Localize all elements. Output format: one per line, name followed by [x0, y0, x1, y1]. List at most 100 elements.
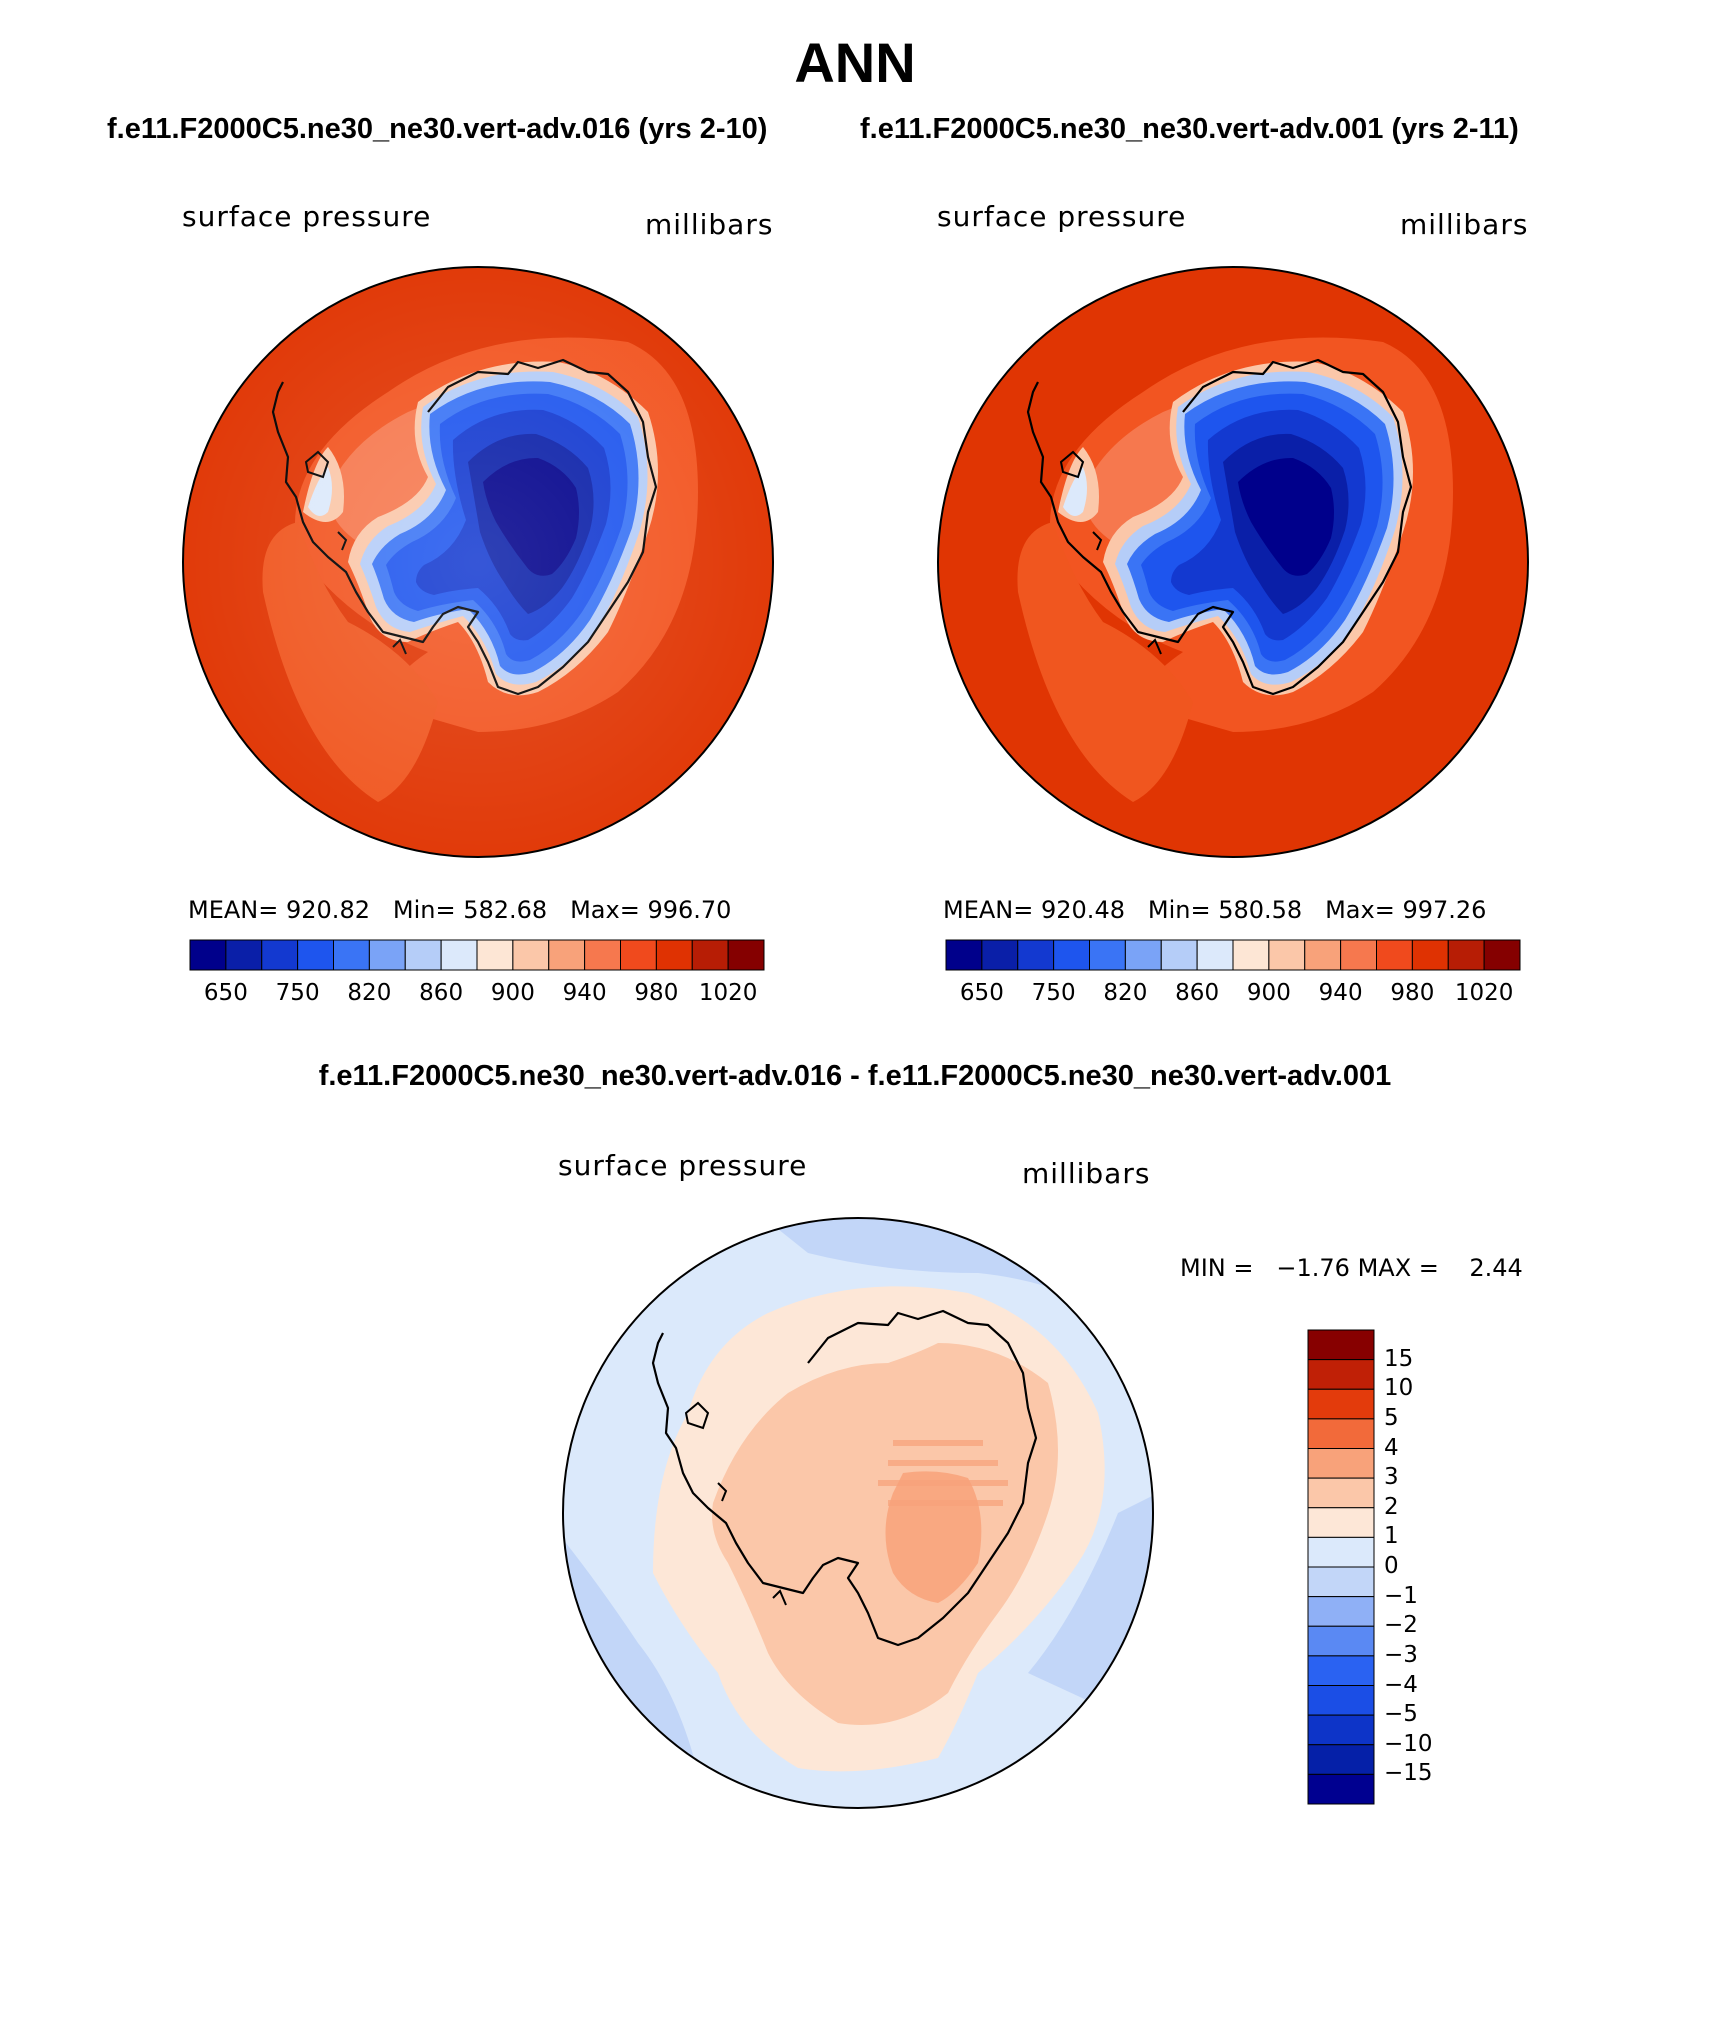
colorbar-tick-label: 15 [1384, 1345, 1414, 1372]
colorbar-swatch [1307, 1655, 1375, 1686]
top-right-max: 997.26 [1402, 896, 1487, 924]
colorbar-swatch [404, 939, 442, 971]
top-right-stats: MEAN= 920.48 Min= 580.58 Max= 997.26 [943, 896, 1487, 924]
colorbar-tick-label: 820 [347, 980, 392, 1006]
colorbar-swatch [1307, 1596, 1375, 1627]
colorbar-tick-label: 0 [1384, 1553, 1399, 1579]
top-left-stats: MEAN= 920.82 Min= 582.68 Max= 996.70 [188, 896, 732, 924]
colorbar-swatch [548, 939, 586, 971]
top-left-case-title: f.e11.F2000C5.ne30_ne30.vert-adv.016 (yr… [107, 113, 768, 145]
colorbar-swatch [1124, 939, 1162, 971]
diff-title: f.e11.F2000C5.ne30_ne30.vert-adv.016 - f… [318, 1060, 1392, 1092]
colorbar-tick-label: 2 [1384, 1493, 1399, 1520]
colorbar-tick-label: −2 [1384, 1612, 1418, 1639]
colorbar-swatch [225, 939, 263, 971]
colorbar-swatch [655, 939, 693, 971]
colorbar-swatch [189, 939, 227, 971]
colorbar-swatch [1340, 939, 1377, 971]
colorbar-swatch [1307, 1536, 1375, 1568]
colorbar-swatch [1053, 939, 1090, 971]
colorbar-tick-label: 750 [1031, 980, 1076, 1006]
colorbar-swatch [512, 939, 550, 971]
colorbar-swatch [1307, 1359, 1375, 1390]
diff-variable-label: surface pressure [558, 1149, 808, 1182]
colorbar-tick-label: 750 [275, 980, 320, 1006]
colorbar-swatch [440, 939, 478, 971]
colorbar-tick-label: 900 [490, 980, 535, 1006]
colorbar-swatch [476, 939, 514, 971]
colorbar-tick-label: 860 [1175, 980, 1220, 1006]
colorbar-swatch [1307, 1448, 1375, 1479]
colorbar-tick-label: 980 [634, 980, 679, 1006]
colorbar-swatch [1017, 939, 1055, 971]
colorbar-swatch [620, 939, 657, 971]
colorbar-tick-label: −10 [1384, 1730, 1433, 1757]
top-left-map [182, 266, 774, 858]
colorbar-swatch [1307, 1329, 1375, 1361]
colorbar-tick-label: 1020 [698, 980, 758, 1006]
colorbar-tick-label: 940 [562, 980, 607, 1006]
top-left-min: 582.68 [463, 896, 548, 924]
colorbar-swatch [1160, 939, 1198, 971]
colorbar-tick-label: 4 [1384, 1434, 1399, 1461]
colorbar-tick-label: −3 [1384, 1641, 1418, 1668]
colorbar-swatch [1307, 1685, 1375, 1716]
top-left-variable-label: surface pressure [182, 200, 432, 233]
colorbar-swatch [1447, 939, 1485, 971]
colorbar-swatch [1307, 1625, 1375, 1657]
colorbar-swatch [584, 939, 621, 971]
diff-min: −1.76 [1276, 1254, 1350, 1282]
colorbar-tick-label: 980 [1390, 980, 1435, 1006]
colorbar-swatch [368, 939, 406, 971]
top-right-units-label: millibars [1400, 208, 1529, 241]
top-right-min: 580.58 [1218, 896, 1303, 924]
colorbar-tick-label: 650 [203, 980, 248, 1006]
colorbar-swatch [1307, 1507, 1375, 1538]
top-right-mean: 920.48 [1041, 896, 1125, 924]
top-right-variable-label: surface pressure [937, 200, 1187, 233]
colorbar-tick-label: 650 [959, 980, 1004, 1006]
figure-title: ANN [794, 31, 916, 94]
colorbar-tick-label: 5 [1384, 1404, 1399, 1431]
diff-colorbar [1307, 1329, 1375, 1805]
diff-stats: MIN = −1.76 MAX = 2.44 [1180, 1254, 1523, 1282]
colorbar-swatch [1089, 939, 1126, 971]
diff-map [562, 1217, 1154, 1809]
colorbar-swatch [1307, 1477, 1375, 1509]
colorbar-tick-label: 1 [1384, 1523, 1399, 1550]
diff-max: 2.44 [1469, 1254, 1523, 1282]
colorbar-swatch [1411, 939, 1449, 971]
colorbar-tick-label: −5 [1384, 1701, 1418, 1728]
colorbar-tick-label: 860 [419, 980, 464, 1006]
colorbar-swatch [1376, 939, 1413, 971]
diff-units-label: millibars [1022, 1157, 1151, 1190]
colorbar-swatch [1307, 1388, 1375, 1420]
colorbar-swatch [1304, 939, 1342, 971]
top-right-colorbar [945, 939, 1521, 971]
colorbar-tick-label: 820 [1103, 980, 1148, 1006]
colorbar-swatch [297, 939, 334, 971]
colorbar-swatch [1196, 939, 1234, 971]
colorbar-swatch [691, 939, 729, 971]
colorbar-swatch [727, 939, 765, 971]
colorbar-swatch [1307, 1418, 1375, 1449]
colorbar-tick-label: 940 [1318, 980, 1363, 1006]
colorbar-tick-label: 900 [1246, 980, 1291, 1006]
colorbar-tick-label: −4 [1384, 1671, 1418, 1698]
colorbar-swatch [1307, 1714, 1375, 1746]
top-left-mean: 920.82 [286, 896, 370, 924]
colorbar-tick-label: −1 [1384, 1582, 1418, 1609]
colorbar-tick-label: 1020 [1454, 980, 1514, 1006]
colorbar-swatch [945, 939, 983, 971]
top-left-units-label: millibars [645, 208, 774, 241]
top-right-map [937, 266, 1529, 858]
colorbar-swatch [1483, 939, 1521, 971]
top-left-colorbar [189, 939, 765, 971]
colorbar-swatch [1232, 939, 1270, 971]
colorbar-tick-label: −15 [1384, 1760, 1433, 1787]
top-right-case-title: f.e11.F2000C5.ne30_ne30.vert-adv.001 (yr… [860, 113, 1519, 145]
colorbar-swatch [1307, 1566, 1375, 1598]
colorbar-tick-label: 10 [1384, 1375, 1414, 1402]
colorbar-swatch [981, 939, 1019, 971]
colorbar-swatch [1268, 939, 1306, 971]
